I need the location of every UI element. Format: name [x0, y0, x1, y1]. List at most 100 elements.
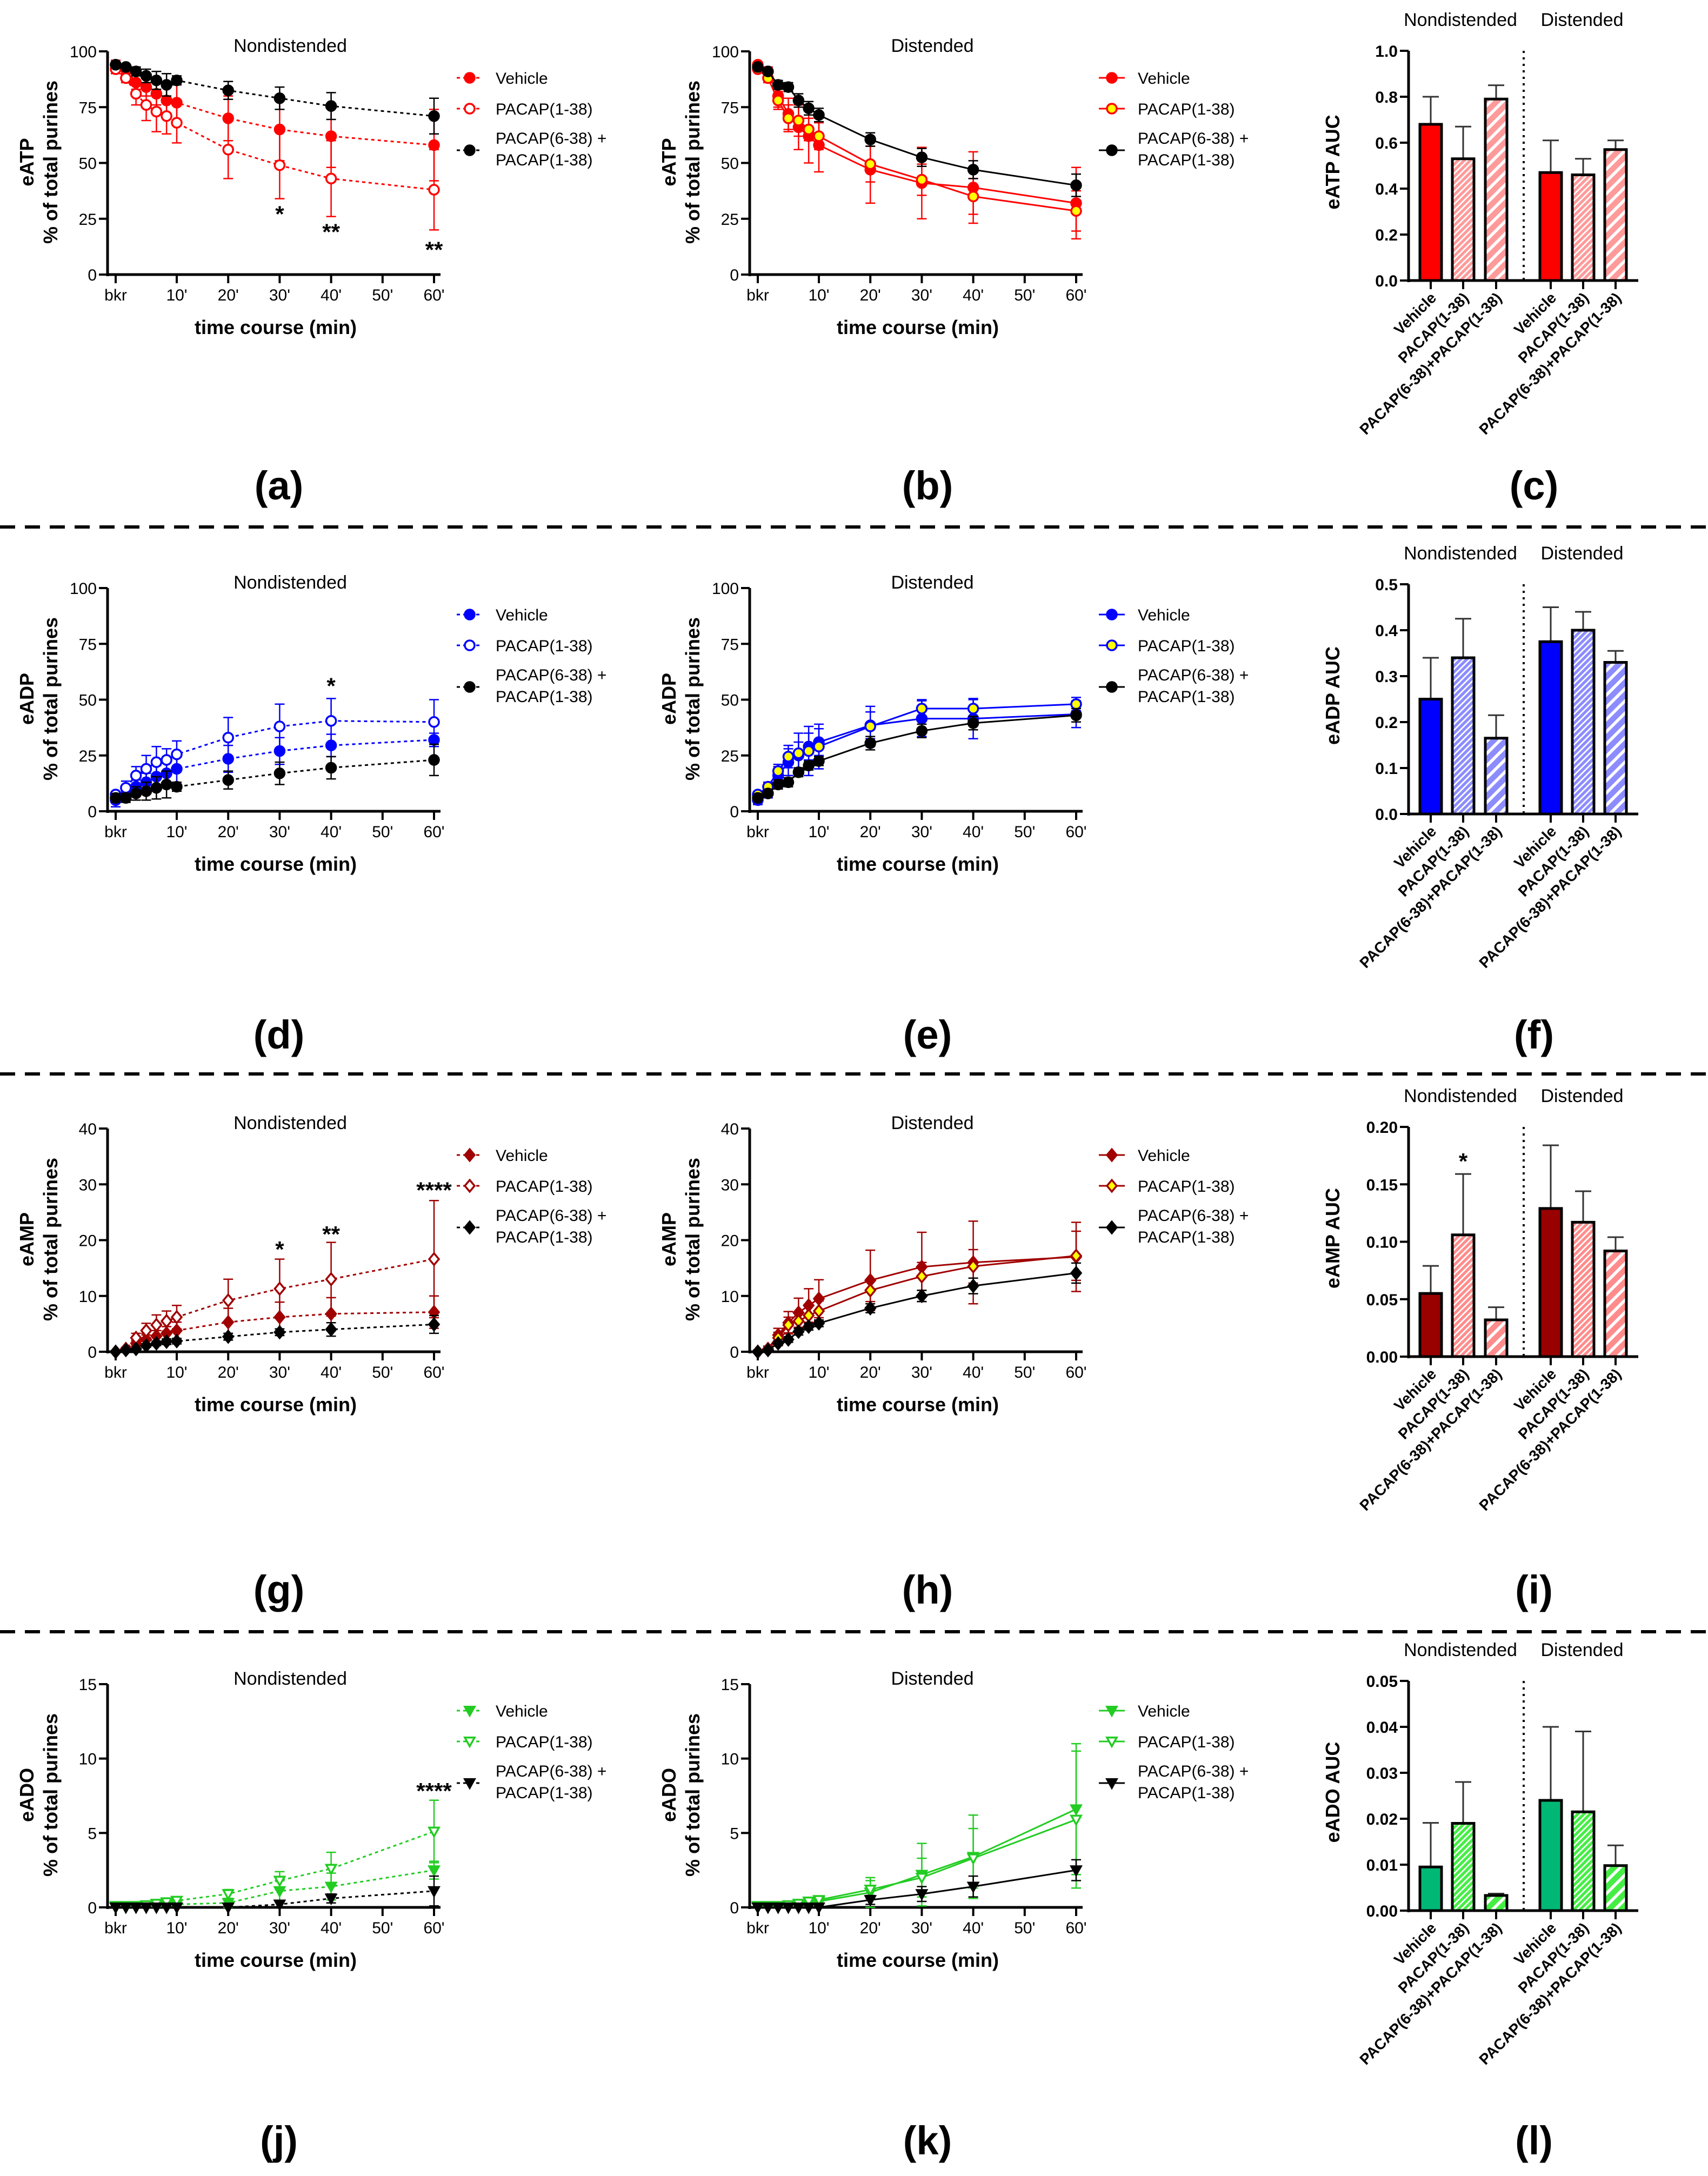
series [752, 61, 1082, 197]
panel-label: (c) [1510, 463, 1558, 508]
circle-marker [150, 756, 163, 768]
triangle-marker [463, 1737, 476, 1748]
legend-label: PACAP(1-38) [496, 688, 593, 706]
series [110, 63, 440, 231]
y-tick-label: 50 [79, 692, 97, 710]
bar-rect [1484, 1894, 1509, 1912]
triangle-marker [273, 1875, 286, 1888]
y-tick-label: 75 [79, 636, 97, 653]
legend-label: PACAP(1-38) [496, 1784, 593, 1802]
x-tick-label: 10' [166, 1919, 187, 1937]
y-tick-label: 5 [730, 1825, 739, 1843]
diamond-marker [1105, 1220, 1118, 1235]
group-title: Distended [1540, 1086, 1623, 1106]
triangle-marker [966, 1881, 980, 1894]
circle-marker [1106, 144, 1118, 156]
x-tick-label: 20' [218, 823, 239, 841]
x-tick-label: 40' [321, 286, 342, 304]
y-tick-label: 0.04 [1366, 1719, 1398, 1737]
bar-rect [1538, 171, 1563, 282]
legend-label: PACAP(1-38) [1138, 151, 1235, 169]
diamond-marker [812, 1304, 825, 1319]
significance-marker: **** [416, 1178, 452, 1203]
triangle-marker [463, 1778, 476, 1790]
x-axis-title: time course (min) [195, 1949, 357, 1971]
panel-label: (a) [255, 463, 303, 508]
legend-label: Vehicle [496, 1147, 548, 1165]
diamond-marker [140, 1338, 152, 1353]
y-tick-label: 40 [721, 1120, 739, 1138]
bar [1451, 618, 1476, 816]
series-line [116, 1869, 435, 1908]
circle-marker [803, 123, 815, 136]
diamond-marker [864, 1300, 877, 1316]
diamond-marker [428, 1317, 441, 1332]
x-axis-title: time course (min) [195, 1393, 357, 1416]
legend-item: PACAP(1-38) [457, 637, 593, 655]
bar-rect [1451, 157, 1476, 282]
y-tick-label: 75 [79, 99, 97, 117]
y-tick-label: 0 [88, 1344, 97, 1361]
series [752, 697, 1082, 800]
circle-marker [428, 184, 440, 196]
y-tick-label: 0.4 [1375, 181, 1398, 198]
chart-title: Nondistended [233, 1668, 347, 1689]
x-tick-label: 10' [166, 1364, 187, 1381]
circle-marker [273, 720, 286, 732]
legend-label: PACAP(1-38) [496, 101, 593, 118]
circle-marker [916, 173, 928, 186]
legend-item: Vehicle [1099, 1147, 1190, 1165]
circle-marker [762, 787, 774, 799]
circle-marker [150, 782, 163, 794]
x-tick-label: 10' [808, 823, 829, 841]
circle-marker [325, 100, 337, 112]
x-tick-label: 60' [423, 823, 444, 841]
circle-marker [273, 767, 286, 779]
bar-rect [1571, 1220, 1596, 1358]
x-tick-label: 50' [372, 1364, 393, 1381]
triangle-marker [966, 1853, 980, 1865]
y-tick-label: 20 [79, 1232, 97, 1250]
series [110, 698, 440, 800]
diamond-marker [916, 1289, 928, 1304]
line-chart-d: 0 25 50 75 100 bkr 10' 20' 30' 40' 50' 60' Nondisten… [16, 572, 606, 875]
diamond-marker [109, 1344, 122, 1359]
panel-label: (j) [260, 2118, 298, 2163]
legend-item: Vehicle [1099, 70, 1190, 88]
legend-label: PACAP(1-38) [1138, 1784, 1235, 1802]
circle-marker [916, 725, 928, 737]
line-chart-j: 0 5 10 15 bkr 10' 20' 30' 40' 50' 60' Nondistended t… [16, 1668, 606, 1971]
diamond-marker [140, 1323, 152, 1338]
circle-marker [967, 717, 979, 729]
diamond-marker [772, 1336, 784, 1351]
diamond-marker [130, 1341, 142, 1357]
triangle-marker [792, 1903, 805, 1914]
circle-marker [772, 778, 784, 791]
significance-marker: * [275, 201, 284, 226]
circle-marker [120, 72, 132, 84]
x-tick-label: 30' [911, 1919, 932, 1937]
triangle-marker [109, 1903, 122, 1914]
y-tick-label: 10 [721, 1751, 739, 1768]
diamond-marker [170, 1310, 183, 1325]
triangle-marker [915, 1872, 929, 1885]
panel-label: (f) [1514, 1012, 1554, 1057]
group-title: Nondistended [1404, 543, 1517, 564]
group-title: Nondistended [1404, 10, 1517, 30]
x-tick-label: 20' [860, 823, 881, 841]
category-label: PACAP(6-38)+PACAP(1-38) [1356, 823, 1505, 971]
significance-marker: * [1459, 1149, 1468, 1174]
x-axis-title: time course (min) [837, 316, 999, 338]
y-tick-label: 0.3 [1375, 668, 1398, 686]
circle-marker [792, 766, 805, 778]
legend-label: PACAP(1-38) [496, 1733, 593, 1751]
legend-label: PACAP(1-38) [1138, 688, 1235, 706]
y-tick-label: 25 [721, 747, 739, 765]
bar-rect [1418, 1865, 1443, 1912]
legend-item: PACAP(1-38) [457, 101, 593, 118]
legend-item: Vehicle [1099, 606, 1190, 624]
legend-label: Vehicle [496, 1703, 548, 1720]
category-label: PACAP(6-38)+PACAP(1-38) [1356, 289, 1505, 438]
x-axis-title: time course (min) [195, 316, 357, 338]
diamond-marker [864, 1283, 877, 1298]
